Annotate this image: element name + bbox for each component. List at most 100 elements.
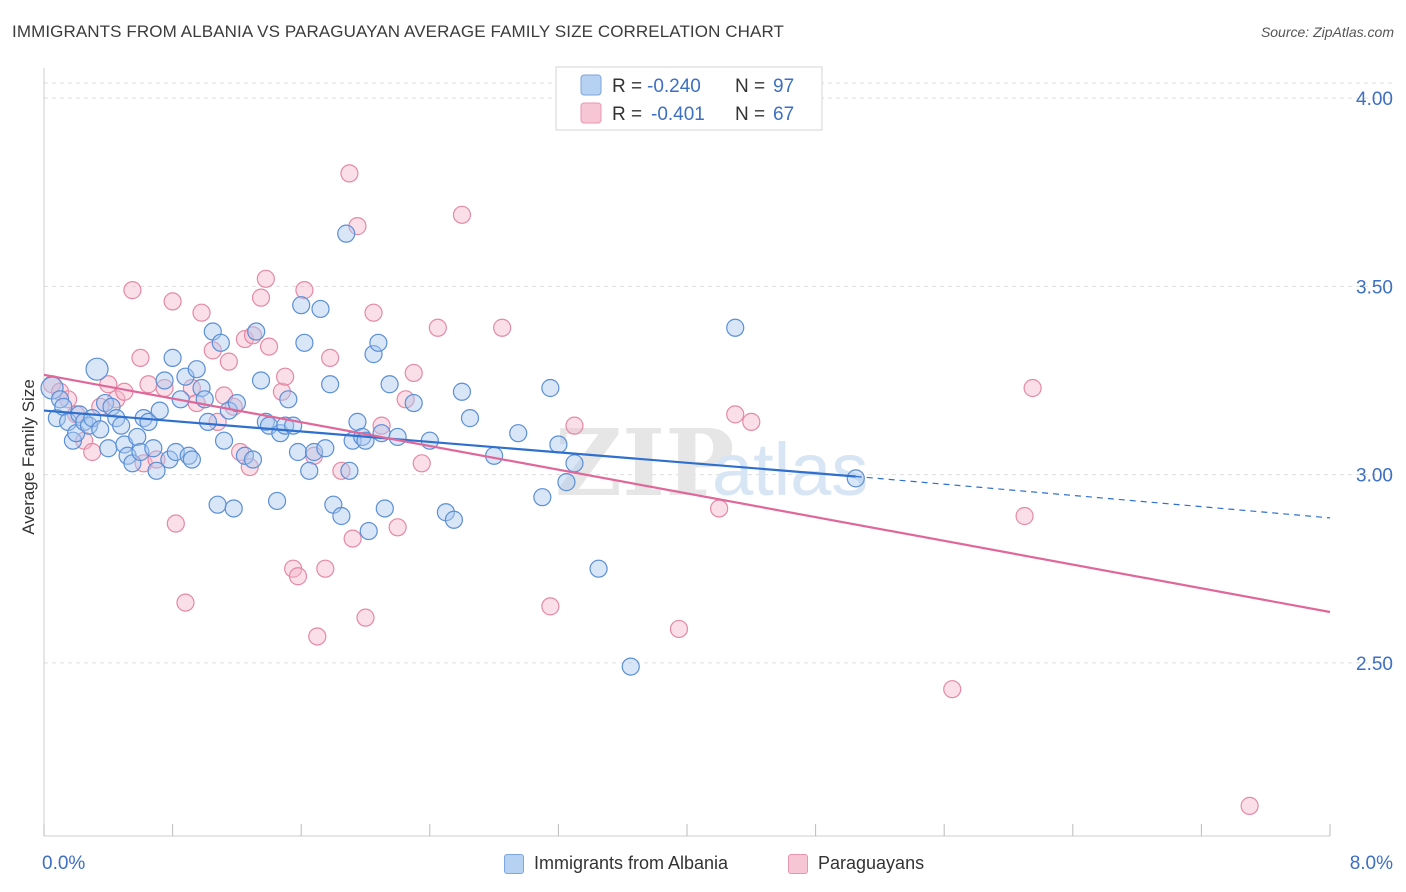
- legend-item-paraguayans: Paraguayans: [788, 853, 924, 874]
- data-point-paraguayans: [219, 352, 238, 371]
- data-point-albania: [155, 371, 174, 390]
- data-point-albania: [316, 439, 335, 458]
- data-point-albania: [192, 378, 211, 398]
- data-point-albania: [726, 318, 745, 337]
- watermark-zip: ZIP: [555, 409, 734, 517]
- data-point-albania: [549, 435, 568, 454]
- legend-r-label-paraguayans: R =: [612, 104, 642, 125]
- data-point-paraguayans: [710, 499, 729, 518]
- data-point-paraguayans: [742, 412, 761, 431]
- data-point-albania: [198, 412, 218, 431]
- data-point-paraguayans: [321, 348, 340, 367]
- data-point-albania: [348, 412, 367, 431]
- legend-label-paraguayans: Paraguayans: [818, 853, 925, 873]
- data-point-albania: [846, 469, 865, 488]
- data-point-albania: [541, 378, 560, 398]
- data-point-paraguayans: [308, 627, 327, 646]
- data-point-albania: [589, 559, 608, 578]
- data-point-paraguayans: [669, 619, 689, 639]
- data-point-albania: [380, 375, 399, 394]
- data-point-albania: [452, 382, 472, 401]
- data-point-albania: [304, 442, 324, 462]
- chart-title: IMMIGRANTS FROM ALBANIA VS PARAGUAYAN AV…: [12, 22, 785, 41]
- data-point-paraguayans: [83, 442, 102, 462]
- y-tick-label: 3.50: [1356, 277, 1393, 298]
- data-point-albania: [369, 333, 388, 352]
- data-point-paraguayans: [272, 382, 292, 401]
- data-point-albania: [128, 427, 147, 447]
- legend-item-albania: Immigrants from Albania: [504, 853, 728, 874]
- data-point-albania: [460, 409, 480, 428]
- watermark: ZIP atlas: [555, 409, 868, 517]
- data-point-albania: [337, 224, 356, 243]
- trend-lines: [43, 373, 1331, 614]
- data-point-albania: [533, 488, 552, 507]
- trend-line-paraguayans: [43, 373, 1331, 614]
- data-point-albania: [85, 357, 109, 381]
- data-point-paraguayans: [343, 529, 362, 548]
- data-point-paraguayans: [288, 567, 308, 586]
- y-axis-label: Average Family Size: [19, 379, 38, 535]
- data-point-paraguayans: [208, 412, 227, 431]
- data-point-paraguayans: [251, 288, 271, 307]
- data-point-paraguayans: [452, 205, 472, 224]
- legend-r-value-albania: -0.240: [647, 76, 701, 97]
- legend-box: R = -0.240 N = 97 R = -0.401 N = 67: [555, 66, 823, 131]
- data-point-albania: [150, 401, 169, 420]
- data-point-albania: [288, 442, 308, 462]
- y-tick-label: 3.00: [1356, 466, 1393, 487]
- data-point-albania: [388, 427, 407, 447]
- data-point-albania: [295, 333, 314, 352]
- data-point-albania: [359, 521, 378, 541]
- data-point-paraguayans: [388, 518, 407, 537]
- data-point-paraguayans: [192, 303, 211, 322]
- data-point-albania: [321, 375, 340, 394]
- legend-swatch-albania-bottom: [504, 853, 524, 874]
- data-point-albania: [444, 510, 464, 529]
- data-point-albania: [147, 461, 166, 480]
- data-point-paraguayans: [131, 348, 150, 367]
- y-tick-label: 4.00: [1356, 89, 1393, 110]
- data-point-albania: [214, 431, 234, 450]
- data-point-paraguayans: [295, 281, 314, 300]
- data-point-paraguayans: [123, 281, 142, 300]
- legend-n-value-albania: 97: [773, 76, 794, 97]
- data-point-albania: [163, 348, 182, 367]
- data-point-paraguayans: [541, 597, 560, 616]
- y-tick-label: 2.50: [1356, 654, 1393, 675]
- trend-line-albania-extension: [855, 475, 1331, 519]
- data-point-albania: [267, 491, 287, 511]
- grid-lines: [44, 82, 1392, 664]
- data-point-albania: [565, 454, 584, 473]
- data-point-paraguayans: [276, 367, 295, 386]
- legend-r-label-albania: R =: [612, 76, 642, 97]
- data-point-albania: [557, 473, 576, 492]
- data-point-paraguayans: [1240, 796, 1259, 815]
- data-point-albania: [224, 499, 243, 518]
- data-point-albania: [91, 420, 110, 439]
- data-point-albania: [332, 506, 351, 526]
- data-point-paraguayans: [163, 292, 182, 311]
- data-point-paraguayans: [565, 416, 584, 435]
- data-point-paraguayans: [356, 608, 375, 627]
- x-tick-label-max: 8.0%: [1350, 853, 1393, 874]
- legend-n-label-albania: N =: [735, 76, 765, 97]
- data-point-albania: [99, 439, 118, 458]
- source-credit: Source: ZipAtlas.com: [1260, 24, 1394, 40]
- data-point-paraguayans: [726, 405, 745, 424]
- data-point-albania: [279, 390, 298, 409]
- data-point-albania: [292, 296, 311, 315]
- data-point-albania: [160, 450, 179, 469]
- legend-label-albania: Immigrants from Albania: [534, 853, 729, 873]
- data-point-albania: [311, 299, 330, 319]
- data-point-paraguayans: [372, 416, 391, 435]
- data-point-paraguayans: [1015, 506, 1034, 526]
- legend-swatch-albania: [580, 74, 602, 96]
- data-point-albania: [404, 393, 423, 413]
- data-point-paraguayans: [1023, 378, 1042, 398]
- data-point-paraguayans: [139, 375, 158, 394]
- data-point-paraguayans: [316, 559, 335, 578]
- data-point-paraguayans: [428, 318, 447, 337]
- data-point-paraguayans: [256, 269, 275, 288]
